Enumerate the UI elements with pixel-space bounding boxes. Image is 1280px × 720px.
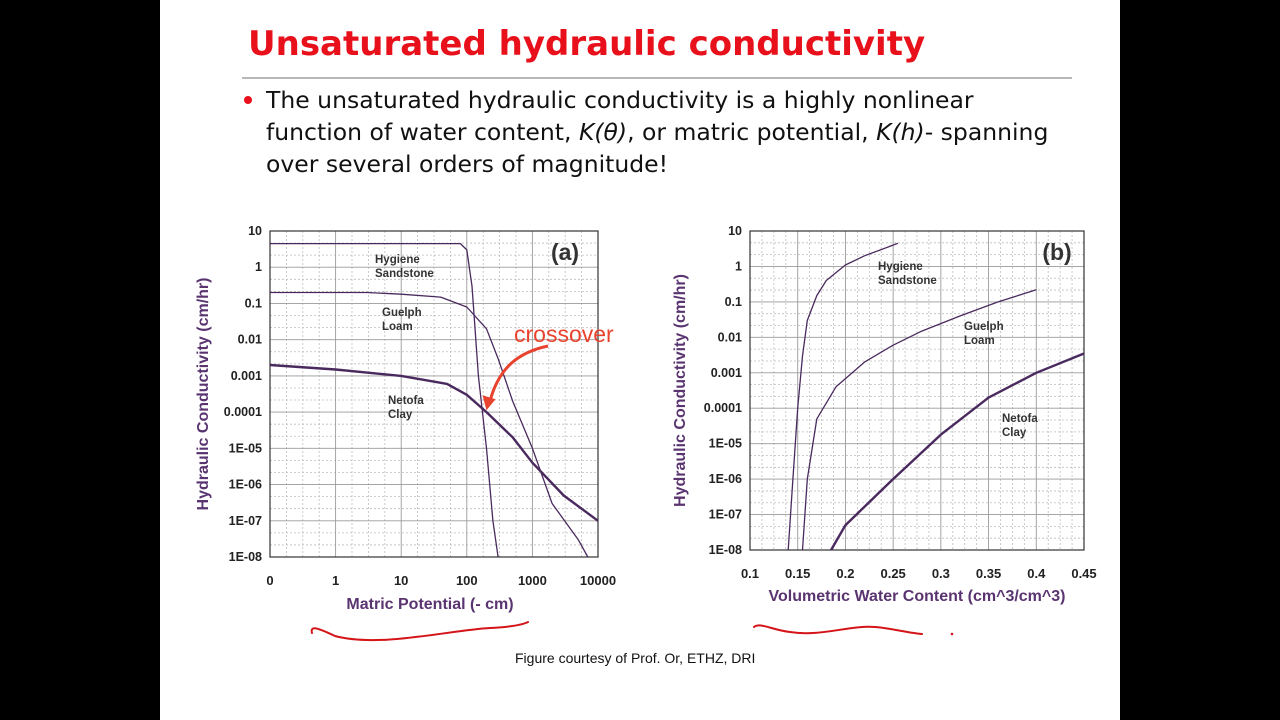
y-tick-label: 1E-05	[229, 441, 262, 455]
x-tick-label: 10	[394, 573, 408, 588]
x-axis-label: Volumetric Water Content (cm^3/cm^3)	[769, 588, 1066, 605]
y-tick-label: 10	[728, 224, 742, 238]
series-line-guelph	[270, 291, 589, 558]
series-label: Sandstone	[375, 268, 434, 280]
series-line-hygiene	[270, 242, 499, 558]
underline-mark-b	[753, 624, 923, 635]
title-divider	[242, 77, 1072, 79]
series-label: Guelph	[382, 307, 422, 319]
series-label: Loam	[964, 335, 995, 347]
y-tick-label: 0.0001	[224, 405, 262, 419]
chart-b: 0.1 0.15 0.2 0.25 0.3 0.35 0.4 0.45 10 1 0.1 0.01 0.…	[672, 224, 1097, 605]
x-tick-label: 1	[332, 573, 339, 588]
series-label: Netofa	[388, 395, 424, 407]
x-tick-label: 0.1	[741, 566, 759, 581]
y-tick-label: 0.01	[718, 330, 742, 344]
plot-frame	[269, 230, 599, 558]
panel-label: (b)	[1042, 239, 1071, 265]
plot-frame	[749, 230, 1085, 551]
x-tick-label: 0.25	[880, 566, 905, 581]
y-tick-label: 0.01	[238, 333, 262, 347]
slide: Unsaturated hydraulic conductivity The u…	[160, 0, 1120, 720]
y-tick-label: 1E-06	[229, 478, 262, 492]
panel-label: (a)	[551, 239, 579, 265]
x-tick-label: 100	[456, 573, 478, 588]
x-axis-label: Matric Potential (- cm)	[346, 596, 513, 613]
x-tick-label: 0.45	[1071, 566, 1096, 581]
annotation-label: crossover	[514, 321, 614, 347]
bullet-line-3: over several orders of magnitude!	[266, 150, 669, 178]
series-label: Clay	[388, 409, 413, 421]
series-label: Guelph	[964, 321, 1004, 333]
series-line-netofa	[830, 352, 1085, 551]
y-tick-label: 0.1	[725, 295, 742, 309]
bullet-text: The unsaturated hydraulic conductivity i…	[266, 84, 1106, 180]
chart-a: 0 1 10 100 1000 10000 10 1 0.1 0.01 0.001 0.0001 1E-…	[195, 224, 616, 613]
x-tick-label: 0.15	[785, 566, 810, 581]
y-tick-label: 10	[248, 224, 262, 238]
y-tick-label: 1	[255, 260, 262, 274]
y-tick-label: 1E-08	[709, 543, 742, 557]
y-tick-label: 1E-07	[229, 514, 262, 528]
annotation-arrow	[489, 344, 549, 400]
series-line-hygiene	[787, 242, 899, 551]
y-tick-label: 1E-08	[229, 550, 262, 564]
bullet-line-1: The unsaturated hydraulic conductivity i…	[266, 86, 974, 114]
y-tick-label: 0.001	[711, 366, 742, 380]
series-label: Clay	[1002, 427, 1027, 439]
figure-caption: Figure courtesy of Prof. Or, ETHZ, DRI	[515, 650, 756, 666]
bullet-line-2-mid: , or matric potential,	[627, 118, 877, 146]
x-tick-label: 0.4	[1027, 566, 1046, 581]
annotation-arrowhead	[482, 395, 496, 411]
x-tick-label: 0	[266, 573, 273, 588]
series-label: Sandstone	[878, 275, 937, 287]
x-tick-label: 0.3	[932, 566, 950, 581]
series-line-guelph	[801, 289, 1037, 551]
handwriting-marks	[310, 621, 954, 642]
k-theta-term: K(θ)	[578, 118, 628, 146]
y-tick-label: 0.0001	[704, 401, 742, 415]
underline-mark-a	[310, 621, 529, 642]
y-tick-label: 1E-05	[709, 437, 742, 451]
k-h-term: K(h)	[876, 118, 925, 146]
ink-dot	[950, 632, 954, 636]
x-tick-label: 0.35	[976, 566, 1001, 581]
x-tick-label: 1000	[518, 573, 547, 588]
y-tick-label: 0.001	[231, 369, 262, 383]
y-tick-label: 1E-06	[709, 472, 742, 486]
series-label: Netofa	[1002, 413, 1038, 425]
bullet-line-2: function of water content, K(θ), or matr…	[266, 116, 1106, 148]
series-label: Hygiene	[878, 261, 923, 273]
x-tick-label: 10000	[580, 573, 616, 588]
series-line-netofa	[269, 363, 599, 522]
y-axis-label: Hydraulic Conductivity (cm/hr)	[195, 278, 212, 511]
series-label: Loam	[382, 321, 413, 333]
y-tick-label: 1	[735, 259, 742, 273]
y-axis-label: Hydraulic Conductivity (cm/hr)	[672, 274, 689, 507]
x-tick-label: 0.2	[836, 566, 854, 581]
bullet-line-2-post: - spanning	[924, 118, 1049, 146]
series-label: Hygiene	[375, 254, 420, 266]
y-tick-label: 0.1	[245, 296, 262, 310]
bullet-line-2-pre: function of water content,	[266, 118, 579, 146]
slide-title: Unsaturated hydraulic conductivity	[248, 24, 926, 64]
bullet-dot-icon	[244, 96, 252, 104]
y-tick-label: 1E-07	[709, 508, 742, 522]
